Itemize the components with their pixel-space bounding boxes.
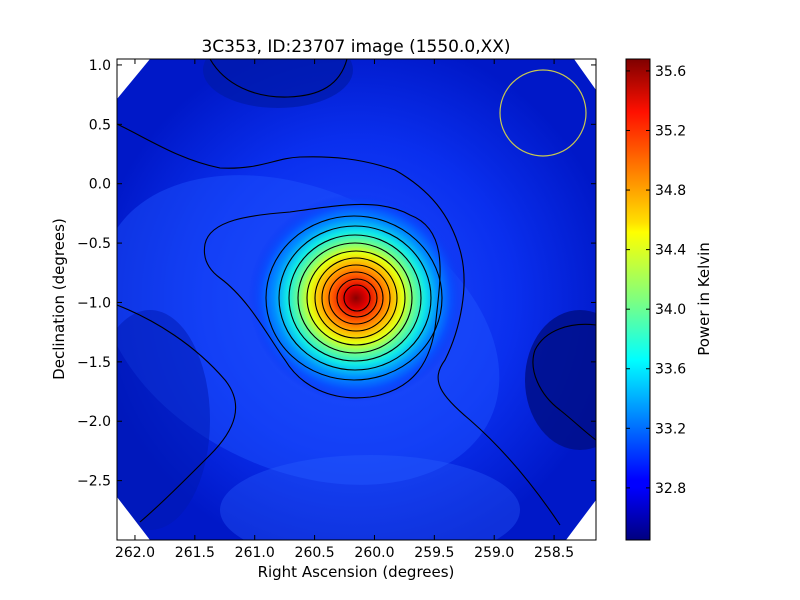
dark-region-right	[525, 310, 596, 450]
colorbar-tick-label: 35.6	[655, 64, 686, 80]
x-tick-label: 261.5	[175, 545, 215, 561]
contour-level	[265, 215, 443, 381]
colorbar-tick-label: 32.8	[655, 481, 686, 497]
contour-level	[278, 225, 432, 371]
colorbar-tick-label: 33.2	[655, 421, 686, 437]
chart-title: 3C353, ID:23707 image (1550.0,XX)	[201, 37, 510, 57]
x-tick-label: 262.0	[115, 545, 155, 561]
x-tick-label: 259.0	[474, 545, 514, 561]
colorbar-tick-label: 33.6	[655, 362, 686, 378]
contour-level	[297, 242, 413, 354]
y-tick-label: 0.0	[89, 177, 111, 193]
colorbar-label: Power in Kelvin	[695, 242, 713, 356]
y-axis: 1.0 0.5 0.0 −0.5 −1.0 −1.5 −2.0 −2.5	[77, 58, 596, 490]
x-axis-label: Right Ascension (degrees)	[258, 563, 455, 581]
y-tick-label: −1.5	[77, 355, 111, 371]
contour-source-outer	[203, 203, 441, 399]
x-tick-label: 258.5	[534, 545, 574, 561]
dark-region-left	[117, 310, 210, 530]
contour-level	[314, 257, 398, 339]
y-axis-label: Declination (degrees)	[50, 218, 68, 380]
colorbar-tick-label: 34.8	[655, 183, 686, 199]
y-tick-label: 1.0	[89, 58, 111, 74]
beam-circle	[499, 69, 587, 157]
dark-region-top	[203, 59, 353, 108]
blank-corner-top-left	[117, 59, 150, 99]
colorbar-tick-label: 34.0	[655, 302, 686, 318]
plot-area	[117, 59, 596, 540]
y-tick-label: −2.5	[77, 474, 111, 490]
contour-level	[343, 284, 371, 312]
contour-level	[321, 264, 391, 332]
colorbar-ticks: 32.8 33.2 33.6 34.0 34.4 34.8 35.2 35.6	[626, 64, 686, 497]
blank-corner-top-right	[574, 59, 596, 90]
x-tick-label: 260.5	[295, 545, 335, 561]
contour-right-dip	[532, 323, 596, 441]
blank-corner-bottom-right	[566, 500, 596, 540]
x-tick-label: 260.0	[354, 545, 394, 561]
contour-outer-band	[117, 123, 561, 526]
contour-outer-lower	[117, 304, 237, 523]
y-tick-label: −0.5	[77, 236, 111, 252]
contours	[117, 59, 596, 526]
colorbar	[625, 58, 651, 541]
colorbar-tick-label: 35.2	[655, 123, 686, 139]
source-emission	[248, 194, 464, 402]
x-axis: 262.0 261.5 261.0 260.5 260.0 259.5 259.0 258.5	[115, 59, 574, 561]
colorbar-tick-label: 34.4	[655, 243, 686, 259]
contour-level	[306, 250, 406, 346]
x-tick-label: 261.0	[235, 545, 275, 561]
y-tick-label: 0.5	[89, 117, 111, 133]
contour-top-dip	[209, 59, 348, 98]
y-tick-label: −1.0	[77, 295, 111, 311]
contour-level	[328, 271, 384, 325]
contour-level	[336, 278, 378, 318]
x-tick-label: 259.5	[414, 545, 454, 561]
diffuse-emission-lower	[220, 455, 520, 540]
contour-level	[288, 234, 422, 362]
y-tick-label: −2.0	[77, 414, 111, 430]
blank-corner-bottom-left	[117, 497, 150, 540]
plot-frame	[116, 58, 597, 541]
